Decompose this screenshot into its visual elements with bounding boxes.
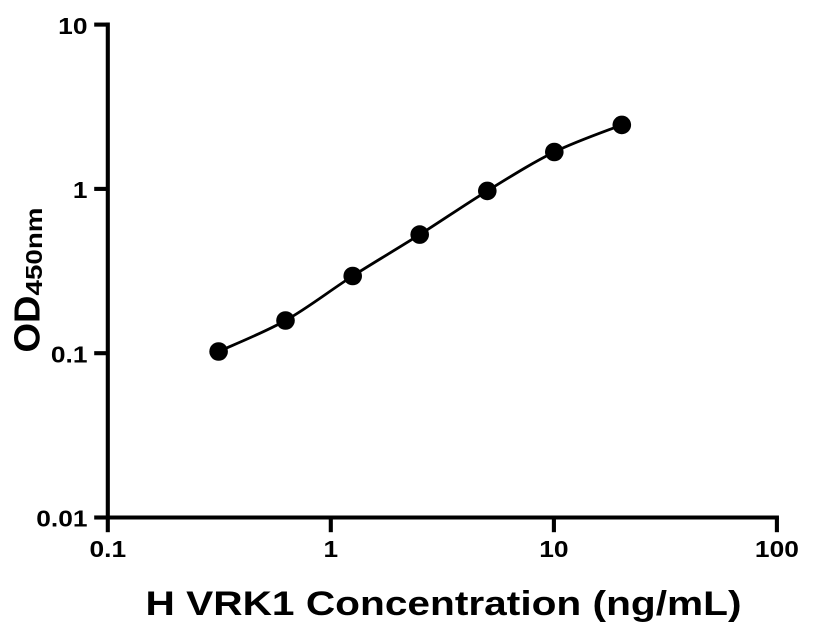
svg-text:1: 1 — [324, 536, 339, 562]
svg-text:100: 100 — [755, 536, 799, 562]
svg-text:0.1: 0.1 — [51, 341, 88, 367]
svg-text:H VRK1 Concentration (ng/mL): H VRK1 Concentration (ng/mL) — [146, 585, 742, 623]
svg-text:OD: OD — [7, 296, 48, 353]
svg-text:1: 1 — [73, 177, 88, 203]
svg-text:0.01: 0.01 — [36, 506, 87, 532]
svg-text:10: 10 — [58, 13, 87, 39]
svg-text:10: 10 — [539, 536, 568, 562]
svg-text:0.1: 0.1 — [90, 536, 127, 562]
svg-text:450nm: 450nm — [21, 208, 47, 296]
